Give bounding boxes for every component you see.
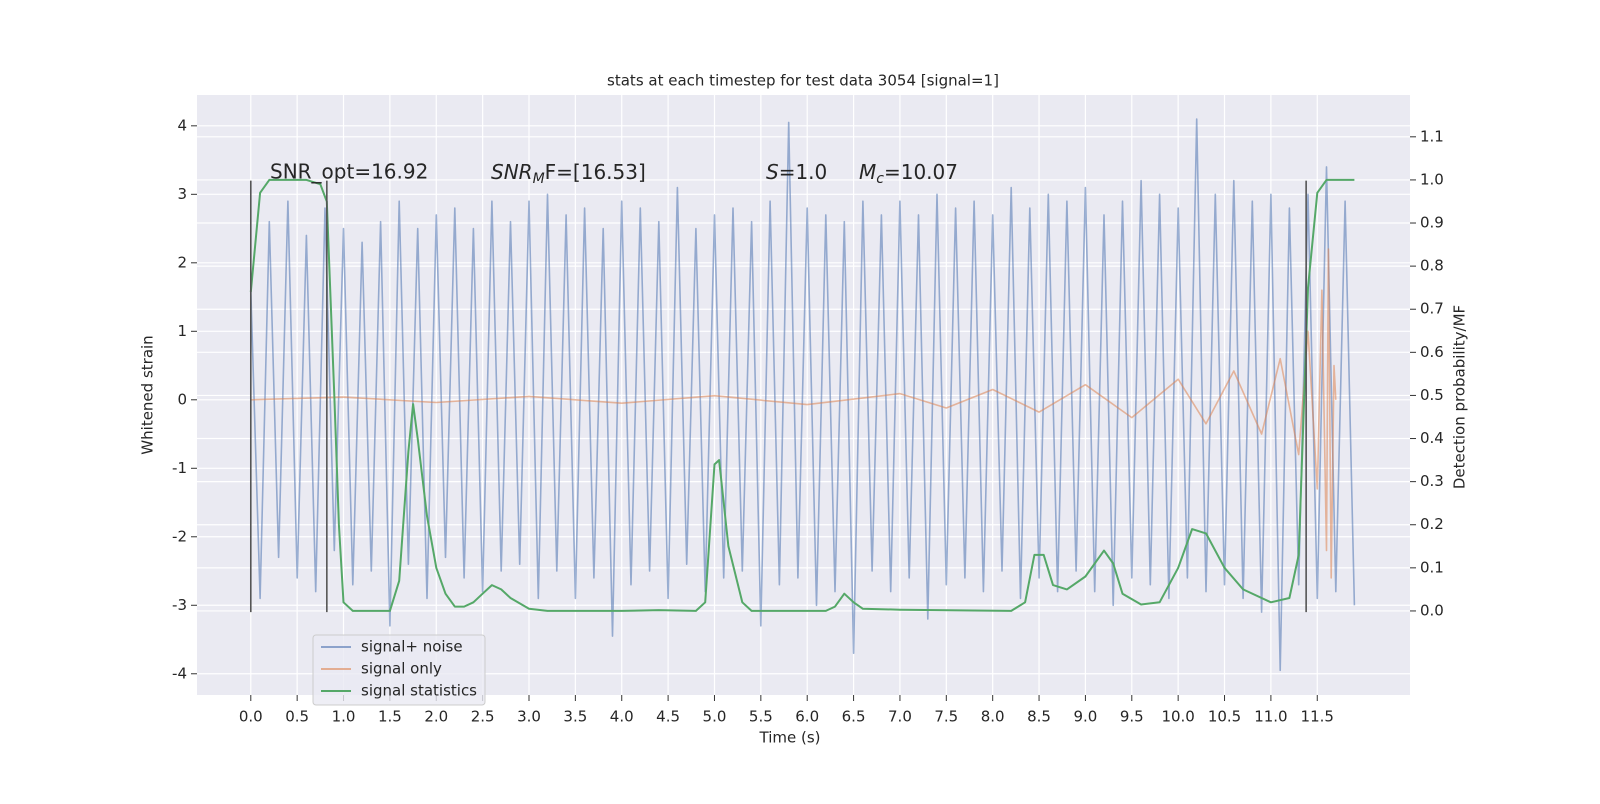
annotation-part: =1.0 <box>779 160 828 184</box>
x-tick-label: 7.5 <box>934 708 958 726</box>
annotation-part: M <box>533 171 545 187</box>
x-tick-label: 9.5 <box>1120 708 1144 726</box>
annotation-part: S <box>766 160 779 184</box>
x-tick-label: 3.0 <box>517 708 541 726</box>
x-tick-label: 6.0 <box>795 708 819 726</box>
y-tick-label: -1 <box>172 459 187 477</box>
x-tick-label: 1.5 <box>378 708 402 726</box>
x-tick-label: 2.5 <box>471 708 495 726</box>
y2-tick-label: 0.3 <box>1420 472 1444 490</box>
x-tick-label: 0.5 <box>285 708 309 726</box>
x-tick-label: 6.5 <box>842 708 866 726</box>
x-axis-label: Time (s) <box>759 729 821 747</box>
annotation-part: SNR <box>491 160 533 184</box>
y2-tick-label: 0.9 <box>1420 214 1444 232</box>
y-tick-label: 0 <box>177 390 187 408</box>
annotation: Mc=10.07 <box>859 160 958 188</box>
annotation: SNR_opt=16.92 <box>270 160 428 184</box>
y2-axis-label: Detection probability/MF <box>1451 305 1469 489</box>
x-tick-label: 8.0 <box>981 708 1005 726</box>
annotation: SNRMF=[16.53] <box>491 160 646 188</box>
annotation: S=1.0 <box>766 160 827 184</box>
y-tick-label: 3 <box>177 185 187 203</box>
x-tick-label: 10.0 <box>1161 708 1194 726</box>
x-tick-label: 11.5 <box>1301 708 1334 726</box>
x-tick-label: 9.0 <box>1073 708 1097 726</box>
x-tick-label: 4.5 <box>656 708 680 726</box>
annotation-part: M <box>859 160 876 184</box>
y2-tick-label: 0.0 <box>1420 601 1444 619</box>
y2-tick-label: 0.7 <box>1420 300 1444 318</box>
y-axis-label: Whitened strain <box>139 335 157 454</box>
x-tick-label: 1.0 <box>332 708 356 726</box>
annotation-part: F=[16.53] <box>545 160 646 184</box>
legend-box <box>312 634 486 706</box>
y2-tick-label: 1.1 <box>1420 127 1444 145</box>
x-tick-label: 4.0 <box>610 708 634 726</box>
x-tick-label: 5.0 <box>703 708 727 726</box>
legend-label: signal only <box>361 660 442 678</box>
y-tick-label: -4 <box>172 664 187 682</box>
y-tick-label: -3 <box>172 596 187 614</box>
x-tick-label: 0.0 <box>239 708 263 726</box>
y-tick-label: -2 <box>172 527 187 545</box>
y-tick-label: 2 <box>177 253 187 271</box>
legend-label: signal statistics <box>361 682 477 700</box>
series-line <box>250 248 1337 579</box>
x-tick-label: 3.5 <box>563 708 587 726</box>
y2-tick-label: 0.4 <box>1420 429 1444 447</box>
x-tick-label: 5.5 <box>749 708 773 726</box>
x-tick-label: 2.0 <box>424 708 448 726</box>
legend-label: signal+ noise <box>361 638 463 656</box>
annotation-part: c <box>876 171 884 187</box>
y2-tick-label: 0.5 <box>1420 386 1444 404</box>
x-tick-label: 7.0 <box>888 708 912 726</box>
y2-tick-label: 1.0 <box>1420 170 1444 188</box>
y-tick-label: 1 <box>177 322 187 340</box>
annotation-part: =10.07 <box>884 160 958 184</box>
x-tick-label: 8.5 <box>1027 708 1051 726</box>
y-tick-label: 4 <box>177 116 187 134</box>
series-line <box>249 178 1355 612</box>
x-tick-label: 10.5 <box>1208 708 1241 726</box>
y2-tick-label: 0.8 <box>1420 257 1444 275</box>
y2-tick-label: 0.6 <box>1420 343 1444 361</box>
y2-tick-label: 0.1 <box>1420 558 1444 576</box>
chart-title: stats at each timestep for test data 305… <box>607 72 999 90</box>
y2-tick-label: 0.2 <box>1420 515 1444 533</box>
series-line <box>250 118 1356 672</box>
x-tick-label: 11.0 <box>1254 708 1287 726</box>
